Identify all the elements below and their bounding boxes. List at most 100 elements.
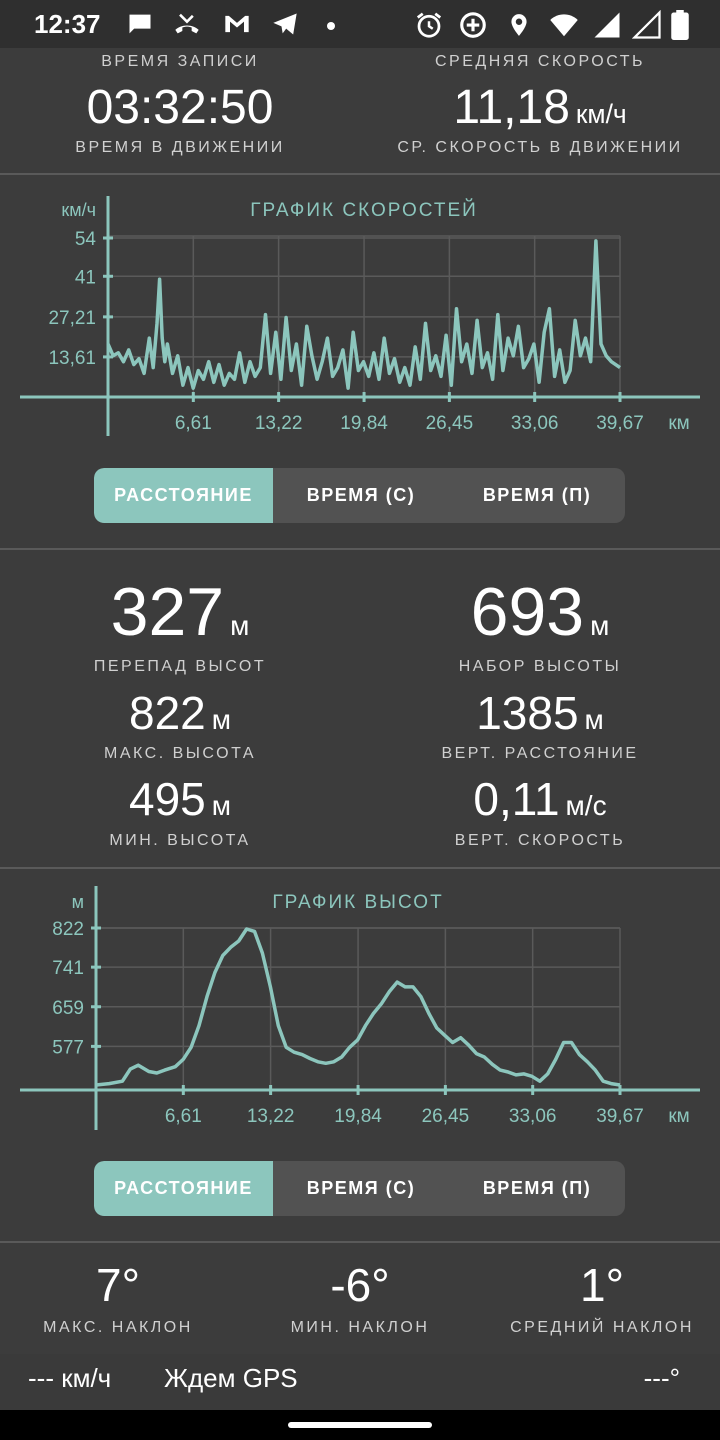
elevation-chart: 6,61 13,22 19,84 26,45 33,06 39,67 822 741 659 57… xyxy=(20,886,700,1130)
x-tick-label: 39,67 xyxy=(596,1106,644,1127)
location-icon xyxy=(506,10,532,45)
avg-speed-number: 11,18 xyxy=(453,81,570,134)
x-tick-label: 33,06 xyxy=(509,1106,557,1127)
vert-speed-label: ВЕРТ. СКОРОСТЬ xyxy=(454,832,626,849)
gps-status: Ждем GPS xyxy=(164,1363,298,1393)
elev-gain-number: 693 xyxy=(470,574,585,650)
alarm-icon xyxy=(414,10,444,45)
y-tick-label: 741 xyxy=(52,958,84,979)
vert-dist-unit: м xyxy=(584,704,604,735)
elev-diff-unit: м xyxy=(230,610,250,641)
gmail-icon xyxy=(222,10,252,43)
speed-chart-tabs: РАССТОЯНИЕ ВРЕМЯ (С) ВРЕМЯ (П) xyxy=(94,468,625,523)
missed-call-icon xyxy=(172,10,202,43)
tab-time-total[interactable]: ВРЕМЯ (С) xyxy=(306,1178,416,1198)
x-tick-label: 13,22 xyxy=(255,413,303,434)
y-tick-label: 577 xyxy=(52,1037,84,1058)
elev-gain-value: 693 м xyxy=(360,573,720,651)
current-speed: --- км/ч xyxy=(28,1363,112,1393)
y-tick-label: 41 xyxy=(75,267,96,288)
wifi-icon xyxy=(546,10,582,45)
navigation-bar xyxy=(0,1410,720,1440)
cell-signal-empty-icon xyxy=(631,9,662,45)
record-time-label: ВРЕМЯ ЗАПИСИ xyxy=(101,53,259,70)
avg-slope-label: СРЕДНИЙ НАКЛОН xyxy=(510,1319,694,1336)
y-tick-label: 659 xyxy=(52,998,84,1019)
min-alt-unit: м xyxy=(211,790,231,821)
x-tick-label: 19,84 xyxy=(334,1106,382,1127)
status-bar: 12:37 xyxy=(0,0,720,48)
tab-distance[interactable]: РАССТОЯНИЕ xyxy=(94,1161,273,1216)
elevation-chart-tabs: РАССТОЯНИЕ ВРЕМЯ (С) ВРЕМЯ (П) xyxy=(94,1161,625,1216)
elev-diff-label: ПЕРЕПАД ВЫСОТ xyxy=(93,658,267,675)
divider xyxy=(0,1241,720,1243)
max-alt-value: 822 м xyxy=(0,686,360,740)
min-slope-value: -6° xyxy=(330,1259,390,1311)
min-alt-label: МИН. ВЫСОТА xyxy=(109,832,251,849)
elev-diff-number: 327 xyxy=(110,574,225,650)
moving-time-label: ВРЕМЯ В ДВИЖЕНИИ xyxy=(75,139,285,156)
min-slope-label: МИН. НАКЛОН xyxy=(290,1319,430,1336)
x-tick-label: 6,61 xyxy=(165,1106,202,1127)
min-alt-number: 495 xyxy=(129,773,206,825)
y-tick-label: 822 xyxy=(52,919,84,940)
avg-speed-value: 11,18 км/ч xyxy=(360,80,720,135)
tab-time-moving[interactable]: ВРЕМЯ (П) xyxy=(482,1178,592,1198)
chart-title: ГРАФИК СКОРОСТЕЙ xyxy=(250,199,478,221)
battery-icon xyxy=(670,10,690,45)
speed-chart: 6,61 13,22 19,84 26,45 33,06 39,67 54 41 27,21 13… xyxy=(20,196,700,436)
vert-dist-label: ВЕРТ. РАССТОЯНИЕ xyxy=(441,745,639,762)
x-tick-label: 13,22 xyxy=(247,1106,295,1127)
vert-speed-value: 0,11 м/с xyxy=(360,772,720,826)
chart-title: ГРАФИК ВЫСОТ xyxy=(272,892,443,913)
y-tick-label: 54 xyxy=(75,229,97,250)
x-tick-label: 19,84 xyxy=(340,413,388,434)
status-time: 12:37 xyxy=(34,9,101,39)
x-axis-unit: км xyxy=(668,1106,689,1127)
elev-diff-value: 327 м xyxy=(0,573,360,651)
elev-gain-label: НАБОР ВЫСОТЫ xyxy=(458,658,622,675)
chat-bubble-icon xyxy=(126,10,154,43)
y-axis-unit: м xyxy=(72,892,84,912)
divider xyxy=(0,867,720,869)
vert-speed-unit: м/с xyxy=(565,790,607,821)
divider xyxy=(0,548,720,550)
max-slope-label: МАКС. НАКЛОН xyxy=(43,1319,193,1336)
max-alt-unit: м xyxy=(211,704,231,735)
y-tick-label: 27,21 xyxy=(48,308,96,329)
home-gesture-handle[interactable] xyxy=(288,1422,432,1428)
x-tick-label: 33,06 xyxy=(511,413,559,434)
max-alt-number: 822 xyxy=(129,687,206,739)
tab-time-moving[interactable]: ВРЕМЯ (П) xyxy=(482,485,592,505)
tab-time-total[interactable]: ВРЕМЯ (С) xyxy=(306,485,416,505)
x-tick-label: 6,61 xyxy=(175,413,212,434)
vert-speed-number: 0,11 xyxy=(473,773,560,825)
x-axis-unit: км xyxy=(668,413,689,434)
min-alt-value: 495 м xyxy=(0,772,360,826)
bottom-status-bar: --- км/ч Ждем GPS ---° xyxy=(0,1354,720,1410)
x-tick-label: 39,67 xyxy=(596,413,644,434)
series-line xyxy=(106,239,621,390)
divider xyxy=(0,173,720,175)
moving-avg-speed-label: СР. СКОРОСТЬ В ДВИЖЕНИИ xyxy=(397,139,683,156)
avg-slope-value: 1° xyxy=(580,1259,624,1311)
x-tick-label: 26,45 xyxy=(426,413,474,434)
vert-dist-number: 1385 xyxy=(476,687,579,739)
tab-distance[interactable]: РАССТОЯНИЕ xyxy=(94,468,273,523)
record-time-value: 03:32:50 xyxy=(86,81,274,134)
y-axis-unit: км/ч xyxy=(61,200,96,220)
telegram-icon xyxy=(270,10,300,43)
cell-signal-icon xyxy=(590,10,624,45)
series-line xyxy=(95,927,621,1087)
heading: ---° xyxy=(643,1363,680,1393)
x-tick-label: 26,45 xyxy=(422,1106,470,1127)
y-tick-label: 13,61 xyxy=(48,348,96,369)
elev-gain-unit: м xyxy=(590,610,610,641)
max-alt-label: МАКС. ВЫСОТА xyxy=(104,745,256,762)
vert-dist-value: 1385 м xyxy=(360,686,720,740)
avg-speed-unit: км/ч xyxy=(575,99,627,129)
dot-icon xyxy=(326,18,336,36)
avg-speed-label: СРЕДНЯЯ СКОРОСТЬ xyxy=(434,53,646,70)
max-slope-value: 7° xyxy=(96,1259,140,1311)
data-saver-icon xyxy=(458,10,488,45)
